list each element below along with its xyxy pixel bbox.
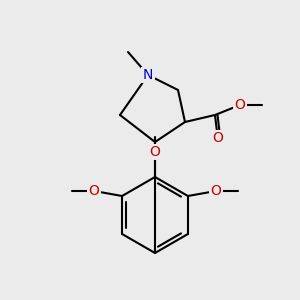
Text: N: N <box>143 68 153 82</box>
Text: O: O <box>89 184 100 198</box>
Text: O: O <box>235 98 245 112</box>
Text: O: O <box>211 184 221 198</box>
Text: O: O <box>213 131 224 145</box>
Text: O: O <box>150 145 160 159</box>
